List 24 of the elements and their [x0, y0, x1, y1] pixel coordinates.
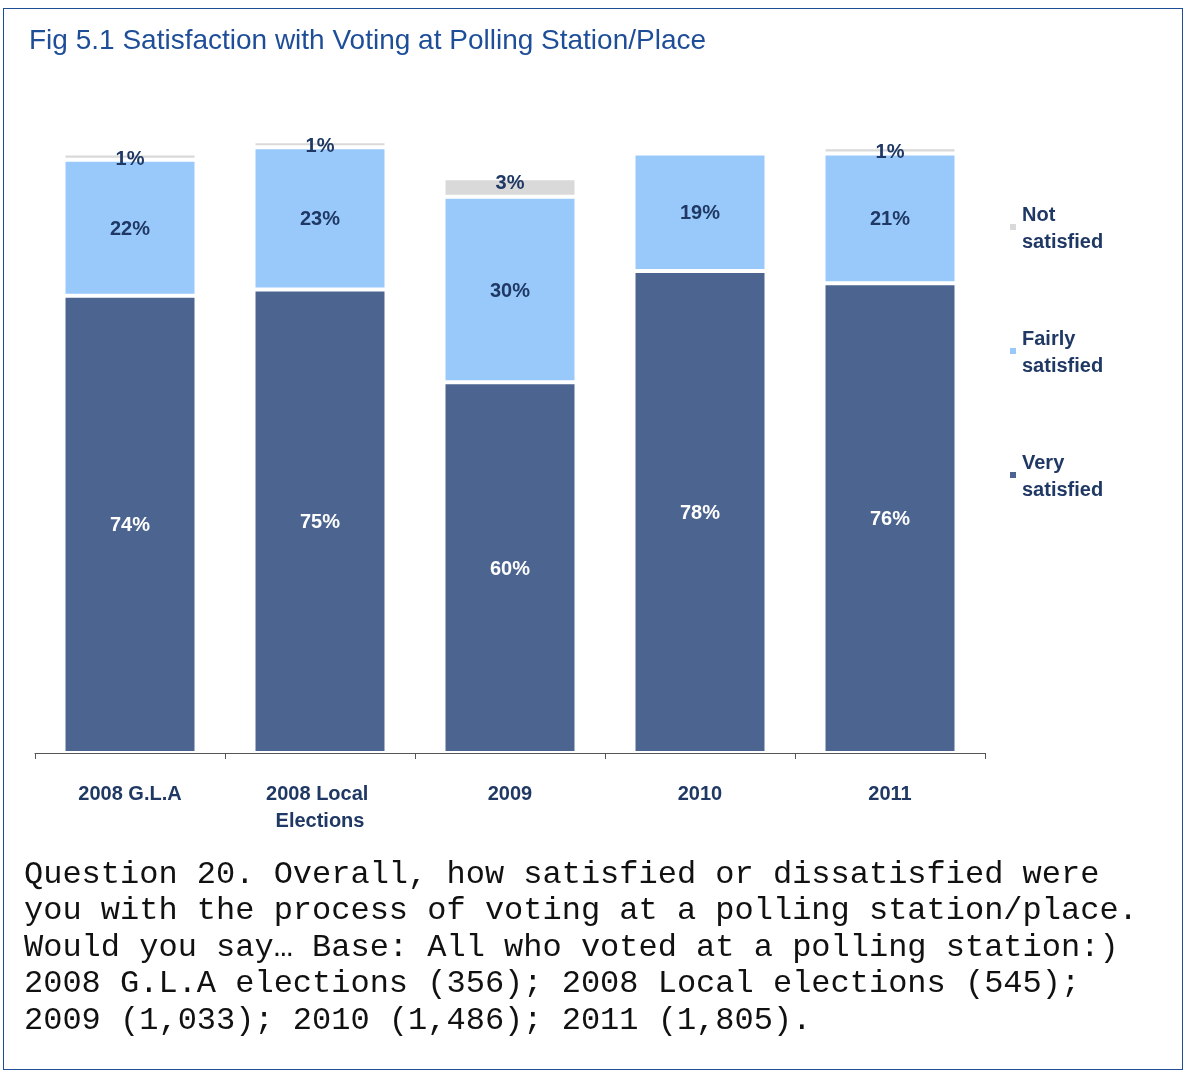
data-label: 1% — [305, 134, 335, 157]
data-label: 3% — [495, 171, 525, 194]
legend-label: Not satisfied — [1022, 202, 1104, 252]
x-tick-label: 2010 — [677, 781, 723, 804]
x-tick-label: 2011 — [868, 781, 912, 804]
x-tick-label: 2008 Local Elections — [266, 781, 374, 831]
x-tick-label: 2009 — [487, 781, 533, 804]
data-label: 30% — [489, 278, 531, 301]
data-label: 21% — [869, 207, 911, 230]
data-label: 60% — [489, 556, 531, 579]
data-label: 76% — [869, 507, 911, 530]
data-label: 75% — [299, 510, 341, 533]
data-label: 1% — [115, 146, 145, 169]
data-label: 1% — [875, 140, 905, 163]
x-tick-label: 2008 G.L.A — [78, 781, 182, 804]
data-label: 74% — [109, 513, 151, 536]
data-label: 78% — [679, 500, 721, 523]
legend-label: Fairly satisfied — [1022, 326, 1104, 376]
data-label: 19% — [679, 201, 721, 224]
legend-label: Very satisfied — [1022, 450, 1104, 500]
text: Question 20. Overall, how satisfied or dissatisfied were you with the process of voting at a polling station/place. Would you say… Base: All who voted at a polling station:) 2008 G.L.A elections (356); 2008 Local elections (545); 2009 (1,033); 2010 (1,486); 2011 (1,805). — [24, 855, 1157, 1039]
data-label: 22% — [109, 216, 151, 239]
chart-title: Fig 5.1 Satisfaction with Voting at Polling Station/Place — [29, 23, 707, 55]
data-label: 23% — [299, 207, 341, 230]
